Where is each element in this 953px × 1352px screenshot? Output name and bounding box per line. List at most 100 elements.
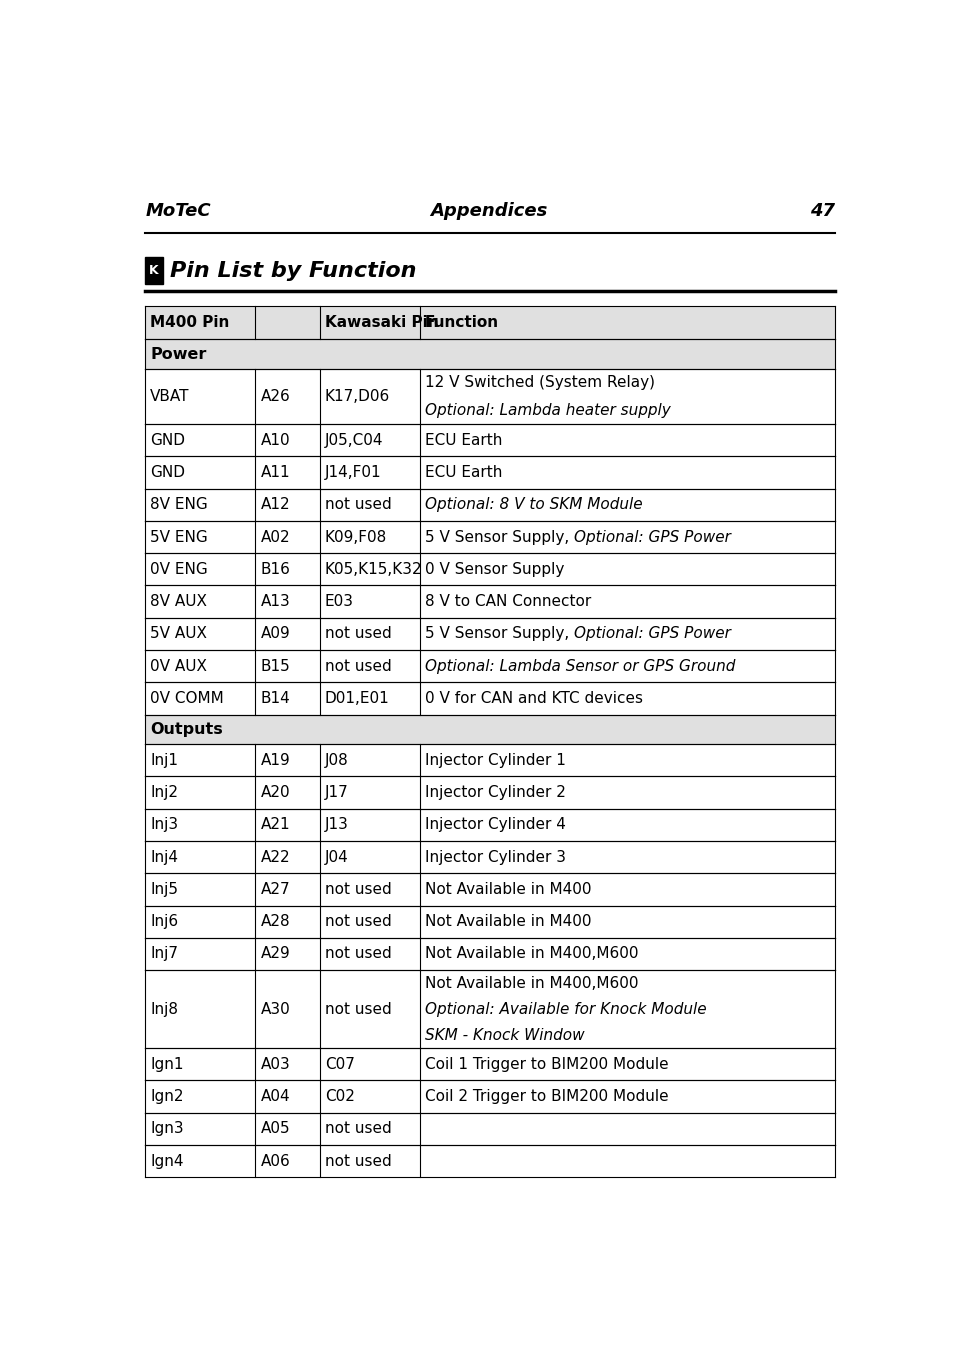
FancyBboxPatch shape bbox=[145, 971, 834, 1048]
FancyBboxPatch shape bbox=[145, 714, 834, 744]
FancyBboxPatch shape bbox=[145, 369, 834, 425]
Text: 8 V to CAN Connector: 8 V to CAN Connector bbox=[424, 594, 591, 608]
Text: Not Available in M400: Not Available in M400 bbox=[424, 882, 591, 896]
Text: 5V AUX: 5V AUX bbox=[151, 626, 207, 641]
FancyBboxPatch shape bbox=[145, 339, 834, 369]
Text: Not Available in M400: Not Available in M400 bbox=[424, 914, 591, 929]
FancyBboxPatch shape bbox=[145, 553, 834, 585]
Text: A28: A28 bbox=[260, 914, 290, 929]
Text: 0 V for CAN and KTC devices: 0 V for CAN and KTC devices bbox=[424, 691, 642, 706]
Text: J08: J08 bbox=[324, 753, 348, 768]
Text: Inj1: Inj1 bbox=[151, 753, 178, 768]
FancyBboxPatch shape bbox=[145, 683, 834, 714]
Text: A03: A03 bbox=[260, 1057, 290, 1072]
Text: Coil 2 Trigger to BIM200 Module: Coil 2 Trigger to BIM200 Module bbox=[424, 1090, 668, 1105]
Text: not used: not used bbox=[324, 658, 391, 673]
Text: Injector Cylinder 1: Injector Cylinder 1 bbox=[424, 753, 565, 768]
Text: Outputs: Outputs bbox=[151, 722, 223, 737]
FancyBboxPatch shape bbox=[145, 257, 163, 284]
FancyBboxPatch shape bbox=[145, 776, 834, 808]
FancyBboxPatch shape bbox=[145, 521, 834, 553]
FancyBboxPatch shape bbox=[145, 1113, 834, 1145]
Text: J13: J13 bbox=[324, 818, 349, 833]
Text: 5 V Sensor Supply,: 5 V Sensor Supply, bbox=[424, 626, 574, 641]
Text: GND: GND bbox=[151, 433, 185, 448]
Text: A10: A10 bbox=[260, 433, 290, 448]
Text: 0 V Sensor Supply: 0 V Sensor Supply bbox=[424, 562, 563, 577]
FancyBboxPatch shape bbox=[145, 1145, 834, 1178]
Text: VBAT: VBAT bbox=[151, 389, 190, 404]
Text: J14,F01: J14,F01 bbox=[324, 465, 381, 480]
FancyBboxPatch shape bbox=[145, 1048, 834, 1080]
Text: Inj2: Inj2 bbox=[151, 786, 178, 800]
Text: Injector Cylinder 3: Injector Cylinder 3 bbox=[424, 849, 565, 865]
Text: Kawasaki Pin: Kawasaki Pin bbox=[324, 315, 438, 330]
Text: Inj8: Inj8 bbox=[151, 1002, 178, 1017]
Text: Optional: Lambda Sensor or GPS Ground: Optional: Lambda Sensor or GPS Ground bbox=[424, 658, 735, 673]
Text: not used: not used bbox=[324, 1153, 391, 1168]
Text: A02: A02 bbox=[260, 530, 290, 545]
Text: Optional: Available for Knock Module: Optional: Available for Knock Module bbox=[424, 1002, 706, 1017]
FancyBboxPatch shape bbox=[145, 618, 834, 650]
Text: 0V ENG: 0V ENG bbox=[151, 562, 208, 577]
Text: not used: not used bbox=[324, 1121, 391, 1136]
Text: 8V ENG: 8V ENG bbox=[151, 498, 208, 512]
Text: A13: A13 bbox=[260, 594, 290, 608]
Text: Ign3: Ign3 bbox=[151, 1121, 184, 1136]
Text: 0V COMM: 0V COMM bbox=[151, 691, 224, 706]
Text: Not Available in M400,M600: Not Available in M400,M600 bbox=[424, 976, 638, 991]
Text: J17: J17 bbox=[324, 786, 348, 800]
Text: A27: A27 bbox=[260, 882, 290, 896]
Text: J04: J04 bbox=[324, 849, 348, 865]
FancyBboxPatch shape bbox=[145, 841, 834, 873]
Text: 5V ENG: 5V ENG bbox=[151, 530, 208, 545]
Text: Appendices: Appendices bbox=[430, 201, 547, 220]
FancyBboxPatch shape bbox=[145, 306, 834, 339]
Text: J05,C04: J05,C04 bbox=[324, 433, 383, 448]
Text: Injector Cylinder 4: Injector Cylinder 4 bbox=[424, 818, 565, 833]
Text: Optional: GPS Power: Optional: GPS Power bbox=[574, 530, 730, 545]
Text: E03: E03 bbox=[324, 594, 354, 608]
FancyBboxPatch shape bbox=[145, 873, 834, 906]
Text: A30: A30 bbox=[260, 1002, 290, 1017]
Text: B16: B16 bbox=[260, 562, 291, 577]
Text: not used: not used bbox=[324, 914, 391, 929]
Text: A22: A22 bbox=[260, 849, 290, 865]
Text: B14: B14 bbox=[260, 691, 290, 706]
Text: Injector Cylinder 2: Injector Cylinder 2 bbox=[424, 786, 565, 800]
Text: not used: not used bbox=[324, 498, 391, 512]
Text: A21: A21 bbox=[260, 818, 290, 833]
Text: A06: A06 bbox=[260, 1153, 290, 1168]
Text: 5 V Sensor Supply,: 5 V Sensor Supply, bbox=[424, 530, 574, 545]
Text: ECU Earth: ECU Earth bbox=[424, 465, 501, 480]
Text: A11: A11 bbox=[260, 465, 290, 480]
Text: Inj5: Inj5 bbox=[151, 882, 178, 896]
Text: Optional: 8 V to SKM Module: Optional: 8 V to SKM Module bbox=[424, 498, 641, 512]
Text: Ign4: Ign4 bbox=[151, 1153, 184, 1168]
Text: D01,E01: D01,E01 bbox=[324, 691, 389, 706]
FancyBboxPatch shape bbox=[145, 457, 834, 488]
Text: K17,D06: K17,D06 bbox=[324, 389, 390, 404]
Text: 8V AUX: 8V AUX bbox=[151, 594, 207, 608]
FancyBboxPatch shape bbox=[145, 425, 834, 457]
FancyBboxPatch shape bbox=[145, 808, 834, 841]
Text: Optional: Lambda heater supply: Optional: Lambda heater supply bbox=[424, 403, 670, 418]
Text: Inj3: Inj3 bbox=[151, 818, 178, 833]
Text: 0V AUX: 0V AUX bbox=[151, 658, 207, 673]
Text: Optional: GPS Power: Optional: GPS Power bbox=[574, 626, 730, 641]
Text: not used: not used bbox=[324, 882, 391, 896]
FancyBboxPatch shape bbox=[145, 650, 834, 683]
Text: not used: not used bbox=[324, 946, 391, 961]
Text: Inj6: Inj6 bbox=[151, 914, 178, 929]
Text: C02: C02 bbox=[324, 1090, 355, 1105]
Text: K09,F08: K09,F08 bbox=[324, 530, 387, 545]
FancyBboxPatch shape bbox=[145, 585, 834, 618]
Text: SKM - Knock Window: SKM - Knock Window bbox=[424, 1028, 584, 1042]
Text: Ign1: Ign1 bbox=[151, 1057, 184, 1072]
Text: A09: A09 bbox=[260, 626, 290, 641]
Text: ECU Earth: ECU Earth bbox=[424, 433, 501, 448]
Text: A26: A26 bbox=[260, 389, 290, 404]
Text: K05,K15,K32: K05,K15,K32 bbox=[324, 562, 422, 577]
Text: Not Available in M400,M600: Not Available in M400,M600 bbox=[424, 946, 638, 961]
Text: K: K bbox=[149, 264, 158, 277]
